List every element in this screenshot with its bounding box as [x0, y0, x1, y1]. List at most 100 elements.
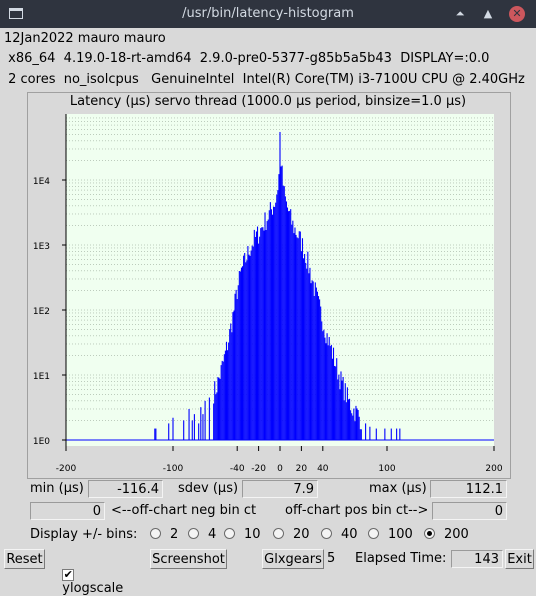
histogram-bar: [183, 420, 185, 440]
histogram-bar: [322, 331, 324, 440]
histogram-bar: [213, 403, 215, 440]
histogram-bar: [338, 374, 340, 440]
histogram-bar: [208, 397, 210, 440]
glxgears-button[interactable]: Glxgears: [262, 549, 324, 569]
histogram-bar: [343, 400, 345, 440]
cpu-info-line: 2 cores no_isolcpus GenuineIntel Intel(R…: [4, 72, 525, 87]
minimize-icon[interactable]: ⏶: [455, 7, 465, 20]
radio-button[interactable]: [321, 528, 332, 539]
radio-button[interactable]: [273, 528, 284, 539]
ylogscale-checkbox[interactable]: ✔: [62, 568, 75, 581]
histogram-bar: [357, 410, 359, 440]
histogram-bar: [359, 429, 361, 440]
histogram-bar: [299, 231, 301, 440]
radio-button[interactable]: [424, 528, 435, 539]
histogram-bar: [301, 238, 304, 440]
bins-option-2[interactable]: 2: [150, 527, 178, 542]
histogram-bar: [280, 166, 282, 440]
x-tick-label: -200: [56, 464, 77, 474]
histogram-bar: [329, 346, 331, 440]
bins-option-200[interactable]: 200: [424, 527, 469, 542]
histogram-bar: [267, 219, 269, 440]
x-tick-label: -100: [163, 464, 184, 474]
app-window-icon: [9, 8, 23, 19]
histogram-bar: [292, 220, 294, 440]
histogram-bar: [154, 428, 156, 440]
histogram-bar: [243, 255, 245, 440]
histogram-bar: [265, 230, 267, 440]
bins-option-label: 200: [444, 527, 469, 542]
system-info-line: x86_64 4.19.0-18-rt-amd64 2.9.0-pre0-537…: [4, 51, 490, 66]
histogram-bar: [223, 354, 225, 440]
exit-button[interactable]: Exit: [505, 549, 534, 569]
radio-button[interactable]: [150, 528, 161, 539]
screenshot-button[interactable]: Screenshot: [150, 549, 227, 569]
histogram-bar: [204, 400, 206, 440]
histogram-bar: [294, 227, 296, 440]
histogram-bar: [271, 214, 274, 440]
ylogscale-label: ylogscale: [62, 581, 124, 596]
histogram-bar: [315, 287, 317, 440]
histogram-bar: [247, 246, 249, 440]
histogram-bar: [214, 381, 216, 440]
histogram-bar: [291, 224, 293, 440]
bins-option-20[interactable]: 20: [273, 527, 310, 542]
histogram-bar: [202, 414, 204, 440]
histogram-bar: [220, 365, 222, 440]
histogram-bar: [221, 360, 223, 440]
min-label: min (µs): [30, 481, 84, 496]
bins-option-40[interactable]: 40: [321, 527, 358, 542]
sdev-value-field: 7.9: [242, 480, 318, 498]
histogram-bar: [277, 190, 279, 440]
histogram-bar: [384, 428, 386, 440]
bins-option-4[interactable]: 4: [188, 527, 216, 542]
histogram-bar: [320, 306, 322, 440]
histogram-bar: [215, 394, 217, 440]
histogram-bar: [284, 196, 286, 440]
histogram-bar: [259, 236, 261, 440]
histogram-bar: [253, 229, 255, 440]
bins-option-100[interactable]: 100: [368, 527, 413, 542]
radio-button[interactable]: [224, 528, 235, 539]
histogram-bar: [191, 420, 193, 440]
y-tick-label: 1E2: [33, 307, 50, 317]
histogram-bar: [232, 312, 234, 440]
histogram-bar: [261, 227, 263, 440]
histogram-bar: [341, 380, 343, 440]
histogram-bar: [260, 228, 262, 440]
histogram-bar: [279, 131, 281, 440]
histogram-bar: [344, 383, 346, 440]
x-tick-label: 20: [296, 464, 308, 474]
histogram-bar: [296, 237, 298, 440]
histogram-bar: [254, 236, 256, 440]
histogram-bar: [236, 299, 238, 440]
bins-option-10[interactable]: 10: [224, 527, 261, 542]
histogram-bar: [217, 376, 219, 440]
reset-button[interactable]: Reset: [4, 549, 45, 569]
histogram-bar: [300, 251, 302, 440]
histogram-bar: [332, 347, 335, 440]
histogram-bar: [258, 243, 260, 440]
histogram-bar: [308, 273, 310, 440]
histogram-bar: [229, 329, 231, 440]
radio-button[interactable]: [368, 528, 379, 539]
histogram-bar: [228, 342, 230, 440]
elapsed-time-label: Elapsed Time:: [355, 551, 447, 566]
histogram-bar: [317, 296, 320, 440]
histogram-bar: [360, 429, 362, 440]
maximize-icon[interactable]: ▲: [483, 7, 493, 20]
histogram-bar: [230, 323, 232, 440]
ylogscale-toggle[interactable]: ✔ ylogscale: [54, 551, 123, 596]
histogram-bar: [244, 252, 246, 440]
histogram-bar: [298, 231, 300, 440]
neg-bin-label: <--off-chart neg bin ct: [111, 503, 257, 518]
close-icon[interactable]: ✕: [509, 6, 525, 22]
histogram-bar: [289, 210, 291, 440]
histogram-bar: [396, 428, 398, 440]
histogram-bar: [323, 329, 325, 440]
histogram-bar: [249, 255, 251, 440]
histogram-bar: [198, 423, 200, 440]
histogram-bar: [335, 366, 337, 440]
radio-button[interactable]: [188, 528, 199, 539]
